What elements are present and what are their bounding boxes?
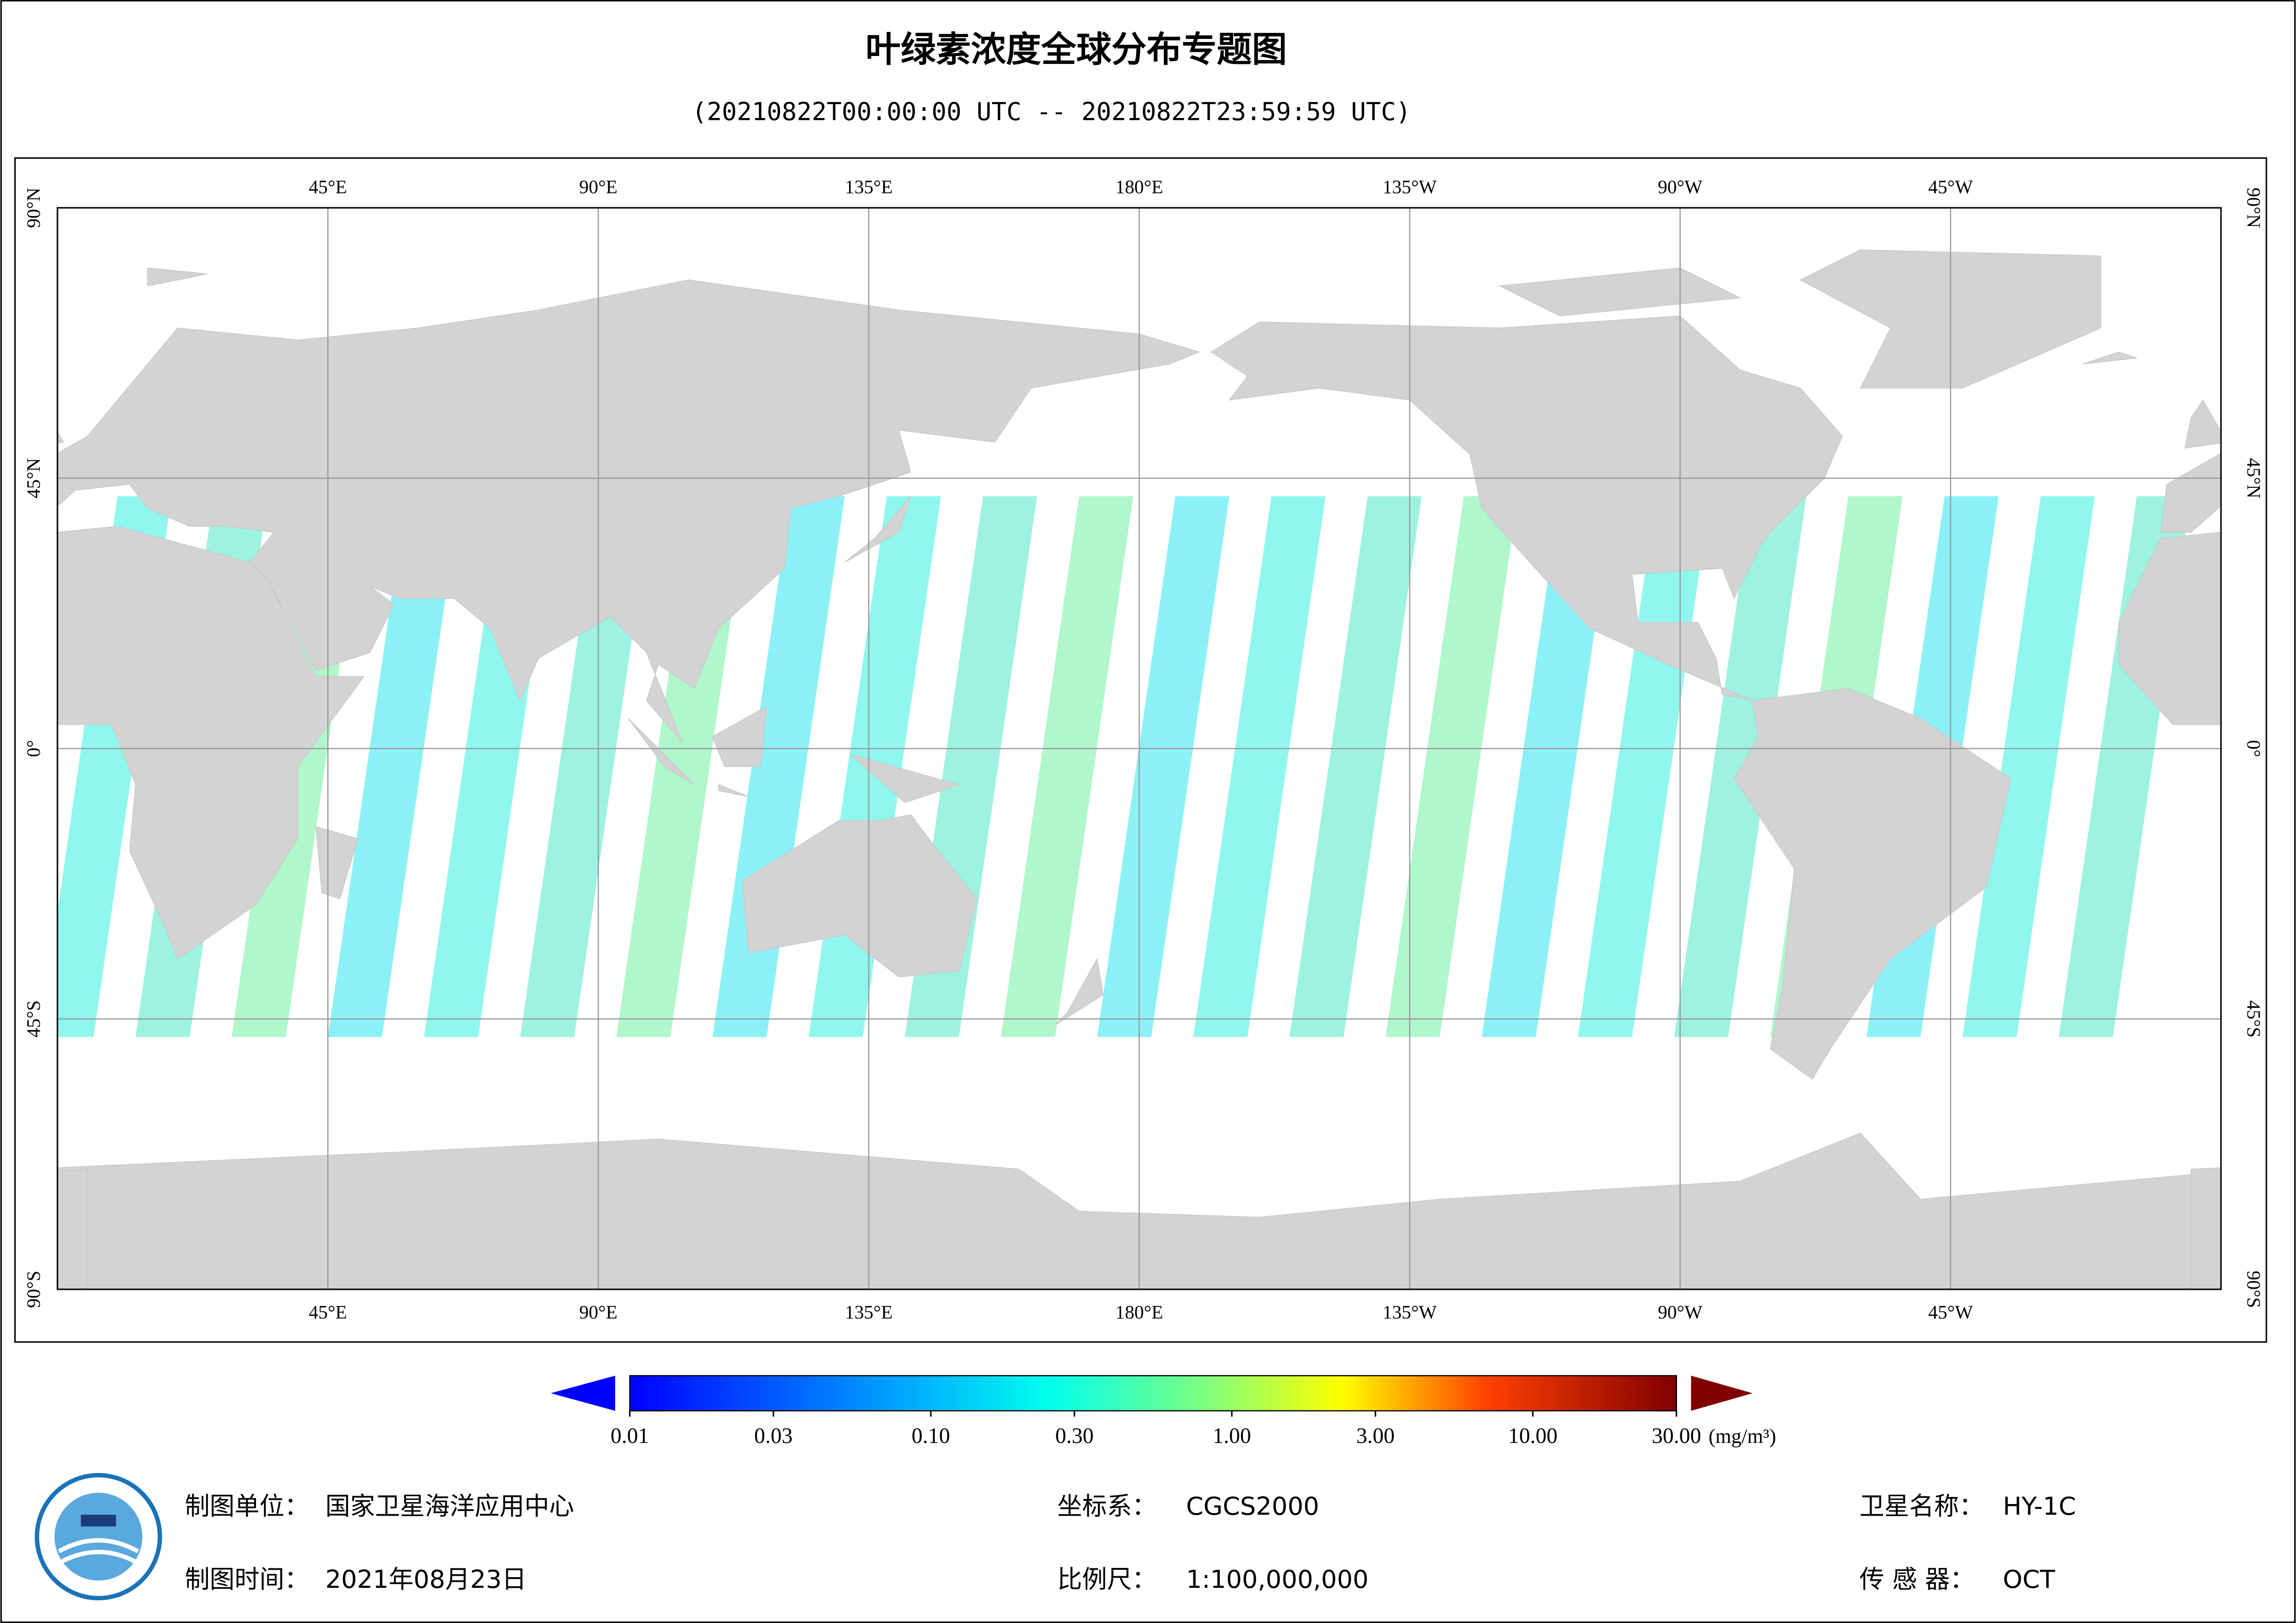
map-frame bbox=[14, 157, 2267, 1343]
lat-label: 90°N bbox=[23, 187, 44, 228]
land bbox=[147, 267, 208, 286]
lat-label: 0° bbox=[23, 740, 44, 757]
colorbar-labels: 0.01 0.03 0.10 0.30 1.00 3.00 10.00 30.00 bbox=[611, 1411, 1701, 1448]
land bbox=[742, 814, 978, 977]
lat-label: 90°N bbox=[2243, 187, 2265, 228]
lon-label: 180°E bbox=[1115, 176, 1163, 197]
colorbar-high-arrow bbox=[1691, 1375, 1753, 1411]
map-area bbox=[57, 208, 2221, 1289]
map-border bbox=[56, 207, 2222, 1290]
land bbox=[57, 431, 64, 444]
land bbox=[57, 526, 365, 960]
colorbar-tick-label: 0.10 bbox=[911, 1424, 950, 1448]
land bbox=[1734, 688, 2011, 1080]
title: 叶绿素浓度全球分布专题图 bbox=[866, 29, 1287, 70]
ocean-color-swath bbox=[520, 496, 653, 1037]
graticule-labels: 45°E 45°E 90°E 90°E 135°E 135°E 180°E 180°E 135°… bbox=[23, 176, 2265, 1323]
footer-label: 制图单位： bbox=[185, 1492, 309, 1521]
colorbar-tick-label: 0.03 bbox=[754, 1424, 792, 1448]
land bbox=[2118, 532, 2221, 725]
footer-value: 1:100,000,000 bbox=[1186, 1565, 1368, 1594]
lat-label: 0° bbox=[2243, 740, 2265, 757]
ocean-color-swath bbox=[1962, 496, 2095, 1037]
lon-label: 135°E bbox=[845, 1301, 892, 1323]
footer-value: CGCS2000 bbox=[1186, 1492, 1319, 1521]
lat-label: 45°N bbox=[2243, 458, 2265, 498]
footer-label: 比例尺： bbox=[1057, 1565, 1157, 1594]
land bbox=[315, 826, 359, 900]
colorbar bbox=[629, 1375, 1677, 1412]
land bbox=[57, 280, 1201, 743]
land bbox=[1054, 958, 1104, 1026]
footer-value: 2021年08月23日 bbox=[325, 1565, 527, 1594]
colorbar-tick-label: 0.30 bbox=[1055, 1424, 1094, 1448]
land bbox=[1210, 315, 1843, 701]
subtitle: (20210822T00:00:00 UTC -- 20210822T23:59… bbox=[692, 97, 1411, 126]
land bbox=[850, 754, 961, 803]
lon-label: 45°E bbox=[309, 176, 347, 197]
footer-value: HY-1C bbox=[2003, 1492, 2076, 1521]
footer-label: 传 感 器： bbox=[1859, 1565, 1975, 1594]
ocean-color-swath bbox=[328, 496, 460, 1037]
colorbar-tick-label: 10.00 bbox=[1508, 1424, 1558, 1448]
lon-label: 135°W bbox=[1383, 176, 1437, 197]
lon-label: 135°W bbox=[1383, 1301, 1437, 1323]
logo bbox=[35, 1473, 162, 1600]
lon-label: 135°E bbox=[845, 176, 892, 197]
ocean-color-swath bbox=[1482, 496, 1614, 1037]
lat-label: 90°S bbox=[2243, 1271, 2265, 1308]
lon-label: 90°E bbox=[579, 176, 618, 197]
colorbar-tick-label: 0.01 bbox=[611, 1424, 649, 1448]
land bbox=[2083, 351, 2137, 365]
ocean-color-swath bbox=[1193, 496, 1326, 1037]
colorbar-tick-label: 3.00 bbox=[1356, 1424, 1395, 1448]
land bbox=[2184, 399, 2221, 449]
footer-label: 制图时间： bbox=[185, 1565, 309, 1594]
lon-label: 45°W bbox=[1928, 1301, 1973, 1323]
land bbox=[57, 1169, 88, 1289]
land bbox=[2160, 453, 2221, 533]
lat-label: 45°S bbox=[2243, 1001, 2265, 1038]
ocean-color-swath bbox=[1385, 496, 1518, 1037]
land bbox=[718, 784, 749, 797]
colorbar-low-arrow bbox=[550, 1375, 615, 1411]
ocean-color-swath bbox=[1674, 496, 1807, 1037]
land bbox=[712, 706, 767, 767]
lon-label: 90°E bbox=[579, 1301, 618, 1323]
land bbox=[628, 718, 695, 785]
footer-value: 国家卫星海洋应用中心 bbox=[325, 1492, 574, 1521]
colorbar-unit: (mg/m³) bbox=[1709, 1425, 1776, 1448]
ocean-color-swath bbox=[1289, 496, 1422, 1037]
land bbox=[844, 496, 911, 563]
ocean-color-swath bbox=[1097, 496, 1229, 1037]
lon-label: 180°E bbox=[1115, 1301, 1163, 1323]
lat-label: 45°N bbox=[23, 458, 44, 498]
footer-label: 坐标系： bbox=[1057, 1492, 1157, 1521]
ocean-color-swath bbox=[1001, 496, 1134, 1037]
colorbar-tick-label: 1.00 bbox=[1213, 1424, 1251, 1448]
lon-label: 45°W bbox=[1928, 176, 1973, 197]
lon-label: 90°W bbox=[1658, 1301, 1703, 1323]
lat-label: 90°S bbox=[23, 1271, 44, 1308]
lat-label: 45°S bbox=[23, 1001, 44, 1038]
lon-label: 45°E bbox=[309, 1301, 347, 1323]
footer-label: 卫星名称： bbox=[1859, 1492, 1984, 1521]
land bbox=[2190, 1167, 2221, 1289]
colorbar-tick-label: 30.00 bbox=[1652, 1424, 1701, 1448]
lon-label: 90°W bbox=[1658, 176, 1703, 197]
footer-value: OCT bbox=[2003, 1565, 2055, 1594]
